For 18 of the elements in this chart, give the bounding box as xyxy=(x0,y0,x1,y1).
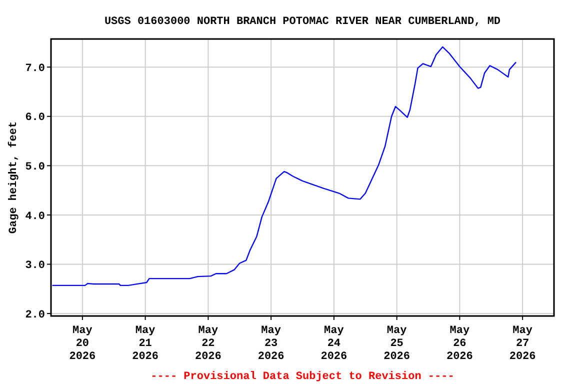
y-tick-label: 2.0 xyxy=(25,309,45,322)
y-tick-label: 7.0 xyxy=(25,62,45,75)
chart-title: USGS 01603000 NORTH BRANCH POTOMAC RIVER NEAR CUMBERLAND, MD xyxy=(104,16,501,28)
x-tick-label: May 20 2026 xyxy=(69,325,96,363)
x-tick-label: May 27 2026 xyxy=(509,325,536,363)
y-tick-label: 5.0 xyxy=(25,162,45,174)
y-axis-title: Gage height, feet xyxy=(7,121,20,234)
line-series xyxy=(52,46,517,286)
y-tick-label: 3.0 xyxy=(25,260,45,272)
x-tick-label: May 21 2026 xyxy=(132,325,159,363)
x-tick-label: May 23 2026 xyxy=(258,325,284,363)
x-tick-label: May 24 2026 xyxy=(320,325,348,363)
y-tick-label: 6.0 xyxy=(25,112,45,124)
text: ---- Provisional Data Subject to Revision ---- xyxy=(150,371,454,383)
y-tick-label: 4.0 xyxy=(25,210,45,223)
x-tick-label: May 22 2026 xyxy=(194,325,222,363)
x-tick-label: May 26 2026 xyxy=(446,325,473,363)
x-tick-label: May 25 2026 xyxy=(384,325,410,363)
